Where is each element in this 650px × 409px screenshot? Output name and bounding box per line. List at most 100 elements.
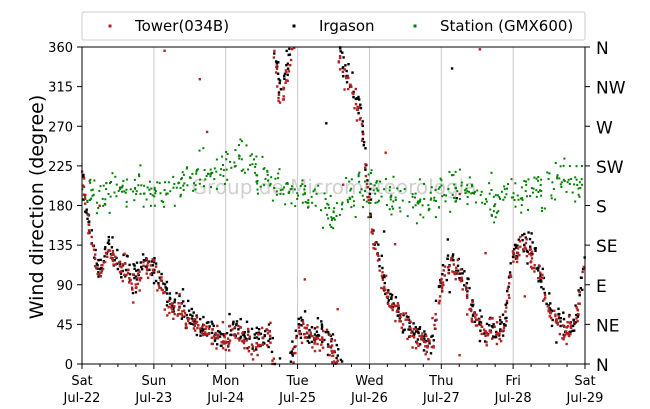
- data-point: [222, 341, 225, 345]
- data-point: [468, 176, 471, 179]
- data-point: [579, 186, 582, 189]
- data-point: [271, 359, 274, 362]
- data-point: [145, 272, 148, 275]
- data-point: [364, 174, 368, 178]
- compass-label: S: [596, 198, 607, 218]
- data-point: [185, 326, 188, 329]
- data-point: [504, 324, 507, 327]
- data-point: [158, 286, 161, 289]
- data-point: [530, 265, 533, 269]
- data-point: [470, 317, 473, 320]
- data-point: [532, 266, 535, 270]
- data-point: [371, 232, 374, 235]
- data-point: [480, 315, 483, 318]
- data-point: [556, 175, 559, 178]
- data-point: [277, 96, 280, 100]
- compass-label: SW: [596, 158, 624, 178]
- data-point: [370, 172, 372, 174]
- data-point: [493, 221, 496, 224]
- data-point: [441, 281, 445, 284]
- data-point: [470, 319, 473, 322]
- data-point: [537, 264, 541, 267]
- data-point: [535, 189, 538, 192]
- data-point: [451, 193, 454, 196]
- data-point: [163, 205, 166, 208]
- data-point: [574, 304, 577, 307]
- data-point: [121, 184, 124, 187]
- data-point: [521, 197, 524, 200]
- data-point: [416, 338, 420, 341]
- data-point: [180, 313, 183, 316]
- data-point: [354, 102, 358, 106]
- data-point: [565, 190, 568, 193]
- data-point: [237, 154, 240, 157]
- data-point: [142, 264, 145, 267]
- data-point: [490, 189, 493, 191]
- data-point: [541, 276, 544, 280]
- data-point: [186, 184, 189, 187]
- data-point: [156, 289, 159, 292]
- data-point: [325, 122, 328, 125]
- data-point: [551, 318, 554, 322]
- data-point: [475, 201, 477, 204]
- data-point: [332, 350, 335, 354]
- data-point: [151, 268, 155, 271]
- data-point: [253, 333, 256, 336]
- data-point: [120, 266, 123, 269]
- data-point: [343, 68, 346, 71]
- data-point: [195, 320, 199, 324]
- data-point: [526, 262, 529, 265]
- data-point: [296, 192, 299, 195]
- data-point: [392, 200, 395, 203]
- data-point: [561, 324, 565, 327]
- data-point: [109, 195, 112, 198]
- data-point: [566, 325, 569, 328]
- data-point: [492, 323, 495, 326]
- data-point: [84, 197, 87, 201]
- data-point: [165, 304, 169, 307]
- data-point: [310, 326, 314, 329]
- data-point: [350, 206, 353, 209]
- data-point: [395, 310, 399, 313]
- data-point: [442, 283, 445, 287]
- data-point: [91, 244, 95, 247]
- data-point: [356, 105, 359, 108]
- data-point: [488, 324, 491, 327]
- data-point: [401, 323, 405, 326]
- data-point: [400, 326, 403, 329]
- data-point: [93, 179, 96, 182]
- data-point: [467, 277, 470, 281]
- data-point: [414, 192, 417, 195]
- data-point: [121, 190, 123, 193]
- data-point: [108, 211, 111, 214]
- data-point: [335, 343, 338, 347]
- data-point: [88, 179, 91, 182]
- data-point: [430, 345, 434, 349]
- data-point: [256, 333, 260, 336]
- data-point: [275, 65, 278, 69]
- data-point: [351, 91, 354, 95]
- data-point: [554, 314, 557, 318]
- data-point: [559, 165, 562, 168]
- data-point: [167, 299, 171, 302]
- data-point: [514, 182, 517, 185]
- data-point: [225, 332, 229, 335]
- data-point: [239, 325, 242, 329]
- data-point: [478, 339, 482, 343]
- data-point: [395, 304, 398, 308]
- data-point: [516, 194, 519, 197]
- data-point: [279, 189, 282, 192]
- data-point: [177, 313, 180, 316]
- data-point: [350, 178, 353, 181]
- data-point: [537, 176, 540, 178]
- data-point: [118, 186, 121, 189]
- data-point: [160, 279, 163, 282]
- data-point: [206, 332, 209, 336]
- data-point: [540, 194, 543, 197]
- data-point: [464, 285, 468, 288]
- data-point: [250, 153, 253, 156]
- data-point: [369, 212, 372, 215]
- data-point: [545, 302, 548, 305]
- data-point: [486, 334, 489, 337]
- data-point: [508, 274, 511, 277]
